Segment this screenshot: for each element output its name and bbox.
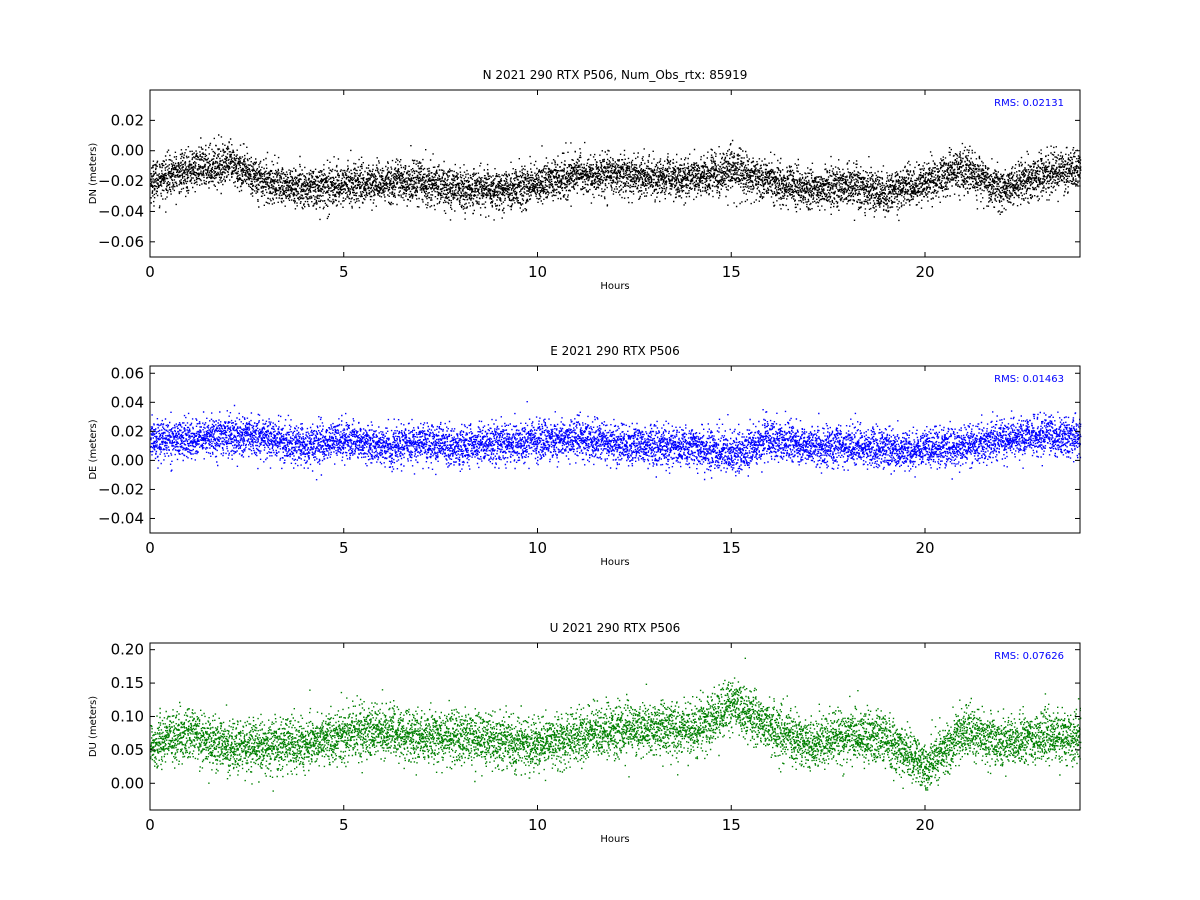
y-tick-label-u-0: 0.20 xyxy=(111,641,144,659)
y-tick-label-e-1: 0.04 xyxy=(111,393,144,411)
y-tick-label-u-4: 0.00 xyxy=(111,774,144,792)
data-point-cloud-n xyxy=(150,134,1082,222)
data-points-n xyxy=(150,134,1082,222)
chart-title-u: U 2021 290 RTX P506 xyxy=(550,621,681,635)
data-points-u xyxy=(150,657,1082,792)
y-tick-label-e-2: 0.02 xyxy=(111,422,144,440)
y-tick-label-n-3: −0.04 xyxy=(98,202,144,220)
y-tick-label-n-0: 0.02 xyxy=(111,111,144,129)
x-tick-label-n-4: 20 xyxy=(915,263,934,281)
x-axis-label-u: Hours xyxy=(600,834,629,845)
subplot-e: E 2021 290 RTX P506 0 5 10 15 20 0.06 0.04 0.02 0… xyxy=(88,344,1082,568)
x-tick-label-n-2: 10 xyxy=(528,263,547,281)
x-tick-label-e-2: 10 xyxy=(528,539,547,557)
y-tick-label-e-4: −0.02 xyxy=(98,480,144,498)
x-tick-label-u-0: 0 xyxy=(145,816,155,834)
x-tick-label-u-4: 20 xyxy=(915,816,934,834)
x-tick-label-u-1: 5 xyxy=(339,816,349,834)
rms-annotation-n: RMS: 0.02131 xyxy=(994,98,1064,109)
y-axis-label-u: DU (meters) xyxy=(88,696,99,757)
y-tick-label-u-3: 0.05 xyxy=(111,741,144,759)
rms-annotation-u: RMS: 0.07626 xyxy=(994,651,1064,662)
data-point-cloud-u xyxy=(150,657,1082,792)
y-axis-label-e: DE (meters) xyxy=(88,419,99,479)
subplot-n: N 2021 290 RTX P506, Num_Obs_rtx: 85919 0… xyxy=(88,68,1082,292)
x-tick-label-u-2: 10 xyxy=(528,816,547,834)
y-tick-label-e-0: 0.06 xyxy=(111,364,144,382)
data-point-cloud-e xyxy=(150,401,1082,481)
x-tick-label-n-3: 15 xyxy=(722,263,741,281)
y-tick-label-u-1: 0.15 xyxy=(111,674,144,692)
x-axis-label-n: Hours xyxy=(600,281,629,292)
chart-title-n: N 2021 290 RTX P506, Num_Obs_rtx: 85919 xyxy=(483,68,748,82)
y-tick-label-n-2: −0.02 xyxy=(98,172,144,190)
y-tick-label-n-4: −0.06 xyxy=(98,233,144,251)
plot-frame-e xyxy=(149,365,1081,534)
plot-frame-n xyxy=(149,89,1081,258)
y-tick-label-n-1: 0.00 xyxy=(111,142,144,160)
x-tick-label-n-1: 5 xyxy=(339,263,349,281)
subplot-u: U 2021 290 RTX P506 0 5 10 15 20 0.20 0.15 0.10 0… xyxy=(88,621,1082,845)
x-tick-label-e-4: 20 xyxy=(915,539,934,557)
x-axis-label-e: Hours xyxy=(600,557,629,568)
y-tick-label-u-2: 0.10 xyxy=(111,707,144,725)
y-tick-label-e-3: 0.00 xyxy=(111,451,144,469)
x-tick-label-e-0: 0 xyxy=(145,539,155,557)
data-points-e xyxy=(150,401,1082,481)
y-tick-label-e-5: −0.04 xyxy=(98,509,144,527)
x-tick-label-e-3: 15 xyxy=(722,539,741,557)
chart-title-e: E 2021 290 RTX P506 xyxy=(550,344,679,358)
x-tick-label-n-0: 0 xyxy=(145,263,155,281)
plot-frame-u xyxy=(149,642,1081,811)
x-tick-label-e-1: 5 xyxy=(339,539,349,557)
y-axis-label-n: DN (meters) xyxy=(88,143,99,205)
rms-annotation-e: RMS: 0.01463 xyxy=(994,374,1064,385)
x-tick-label-u-3: 15 xyxy=(722,816,741,834)
